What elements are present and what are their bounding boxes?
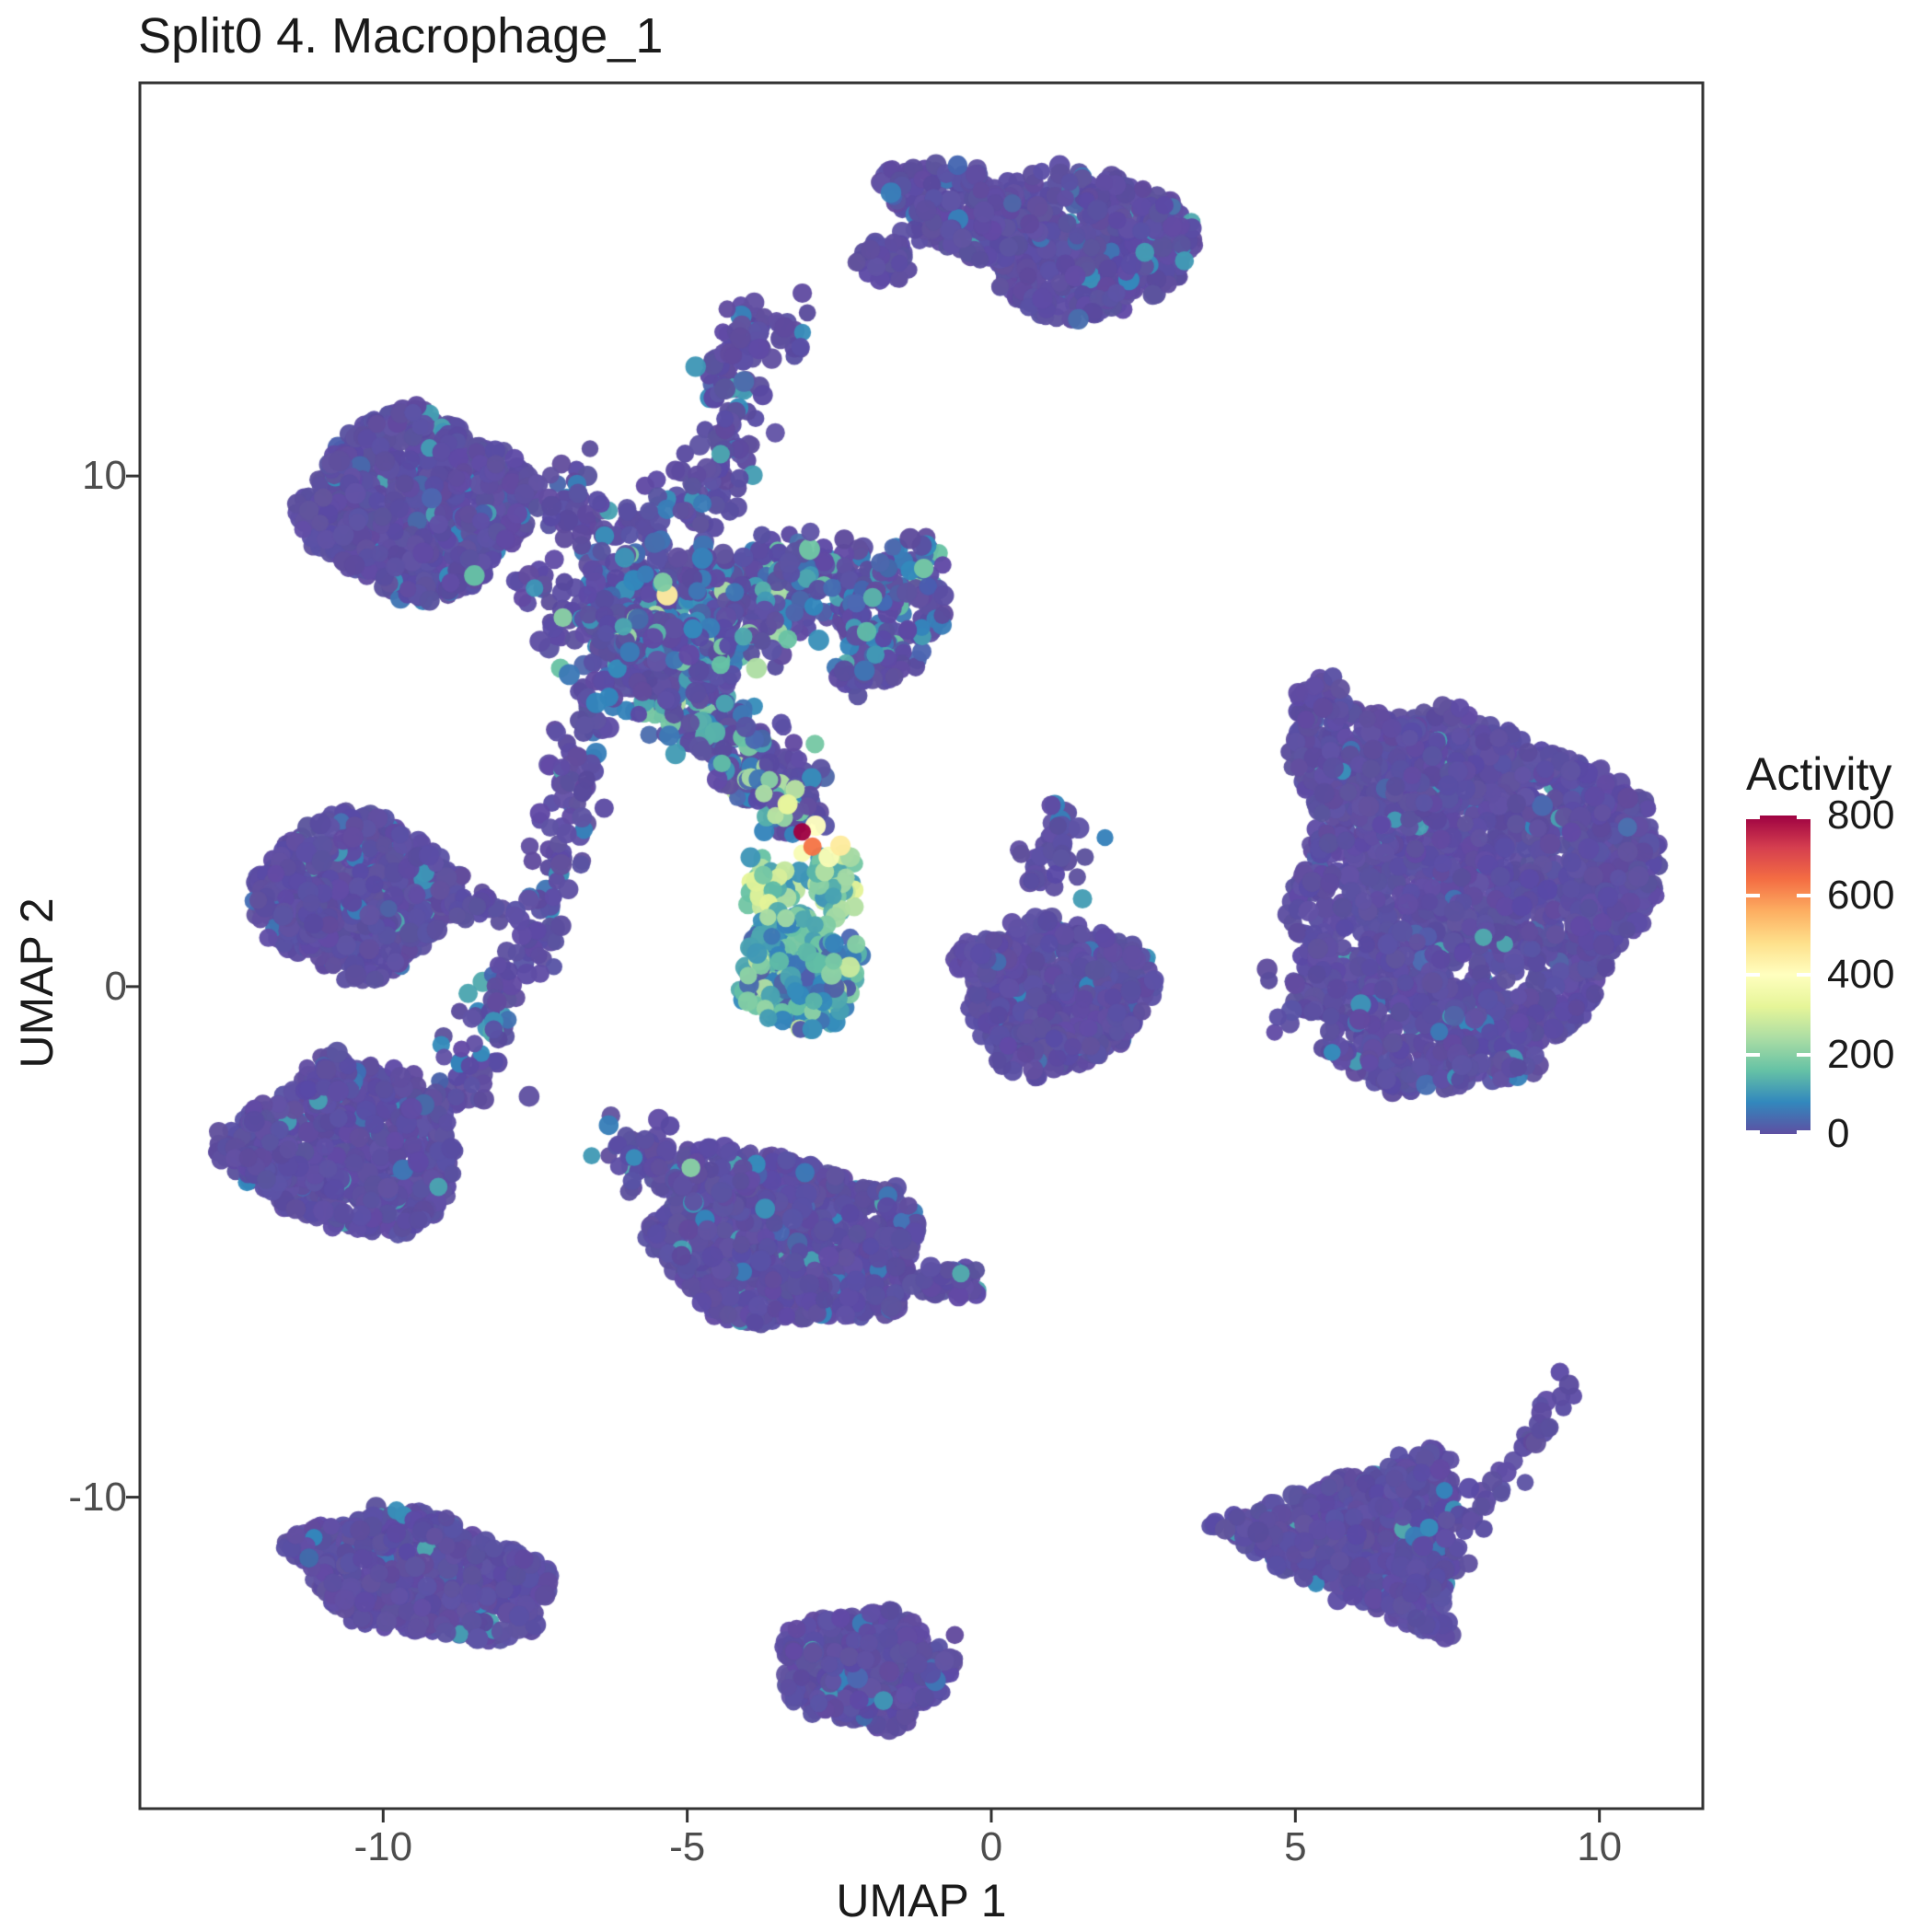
y-axis-title: UMAP 2 — [11, 897, 63, 1069]
legend-tick-mark — [1746, 1052, 1760, 1057]
legend-tick-mark — [1797, 973, 1811, 977]
x-axis-title: UMAP 1 — [836, 1875, 1007, 1926]
legend-tick-mark — [1797, 893, 1811, 897]
x-tick-label: -5 — [669, 1824, 706, 1869]
legend-tick-label: 0 — [1827, 1111, 1850, 1156]
legend-tick-mark — [1746, 893, 1760, 897]
legend-tick-label: 600 — [1827, 872, 1895, 918]
legend-title: Activity — [1746, 748, 1892, 800]
legend-colorbar — [1746, 816, 1811, 1134]
x-tick-label: 5 — [1284, 1824, 1307, 1869]
scatter-points-canvas — [140, 83, 1703, 1809]
y-tick-label: -10 — [68, 1474, 127, 1520]
legend-tick-mark — [1746, 973, 1760, 977]
legend-tick-mark — [1797, 816, 1811, 819]
legend-tick-mark — [1797, 1052, 1811, 1057]
legend-tick-label: 200 — [1827, 1031, 1895, 1077]
legend-tick-mark — [1746, 1130, 1760, 1134]
plot-title: Split0 4. Macrophage_1 — [138, 8, 664, 64]
x-tick-label: 10 — [1577, 1824, 1623, 1869]
legend-tick-mark — [1746, 816, 1760, 819]
legend-tick-mark — [1797, 1130, 1811, 1134]
y-tick-label: 10 — [82, 453, 127, 499]
x-tick-label: -10 — [353, 1824, 413, 1869]
legend-tick-label: 400 — [1827, 952, 1895, 997]
y-tick-label: 0 — [104, 963, 127, 1009]
x-tick-label: 0 — [979, 1824, 1003, 1869]
legend-tick-label: 800 — [1827, 792, 1895, 838]
